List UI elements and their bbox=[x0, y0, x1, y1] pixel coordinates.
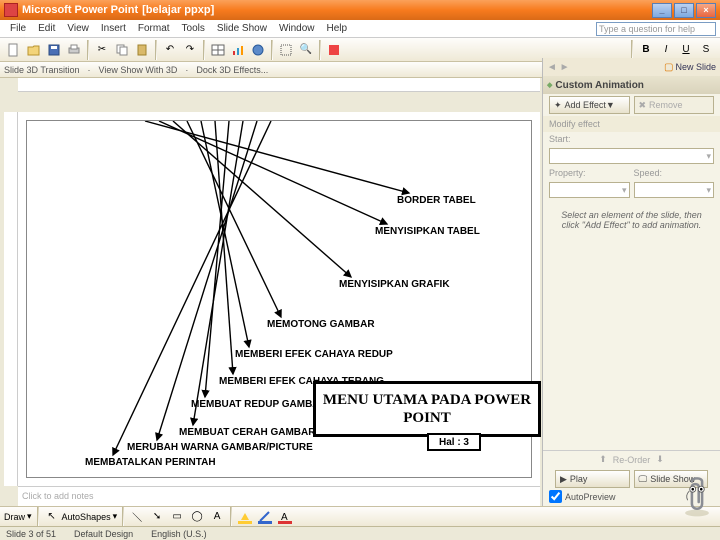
slide[interactable]: BORDER TABEL MENYISIPKAN TABEL MENYISIPKAN… bbox=[26, 120, 532, 478]
speed-dropdown[interactable]: ▾ bbox=[634, 182, 715, 198]
main-title-box: MENU UTAMA PADA POWER POINT bbox=[313, 381, 541, 437]
close-button[interactable]: × bbox=[696, 3, 716, 18]
line-color-icon[interactable] bbox=[256, 508, 274, 526]
callout-label-7: MEMBUAT CERAH GAMBAR bbox=[179, 427, 315, 438]
italic-button[interactable]: I bbox=[657, 41, 675, 59]
callout-label-9: MEMBATALKAN PERINTAH bbox=[85, 457, 216, 468]
3d-dock[interactable]: Dock 3D Effects... bbox=[196, 65, 268, 75]
menu-insert[interactable]: Insert bbox=[95, 23, 132, 34]
menu-bar: File Edit View Insert Format Tools Slide… bbox=[0, 20, 720, 38]
callout-label-0: BORDER TABEL bbox=[397, 195, 476, 206]
new-icon[interactable] bbox=[5, 41, 23, 59]
page-number-box: Hal : 3 bbox=[427, 433, 481, 451]
draw-menu[interactable]: Draw bbox=[4, 512, 25, 522]
doc-name: [belajar ppxp] bbox=[142, 4, 214, 16]
oval-icon[interactable]: ◯ bbox=[188, 508, 206, 526]
save-icon[interactable] bbox=[45, 41, 63, 59]
status-slide: Slide 3 of 51 bbox=[6, 529, 56, 539]
redo-icon[interactable]: ↷ bbox=[181, 41, 199, 59]
status-lang: English (U.S.) bbox=[151, 529, 207, 539]
textbox-icon[interactable]: A bbox=[208, 508, 226, 526]
bold-button[interactable]: B bbox=[637, 41, 655, 59]
ruler-vertical bbox=[4, 112, 18, 486]
chart-icon[interactable] bbox=[229, 41, 247, 59]
drawing-toolbar: Draw▾ ↖ AutoShapes▾ ＼ ➘ ▭ ◯ A A bbox=[0, 506, 720, 526]
autoshapes-menu[interactable]: AutoShapes bbox=[62, 512, 111, 522]
3d-viewshow[interactable]: View Show With 3D bbox=[99, 65, 178, 75]
callout-label-3: MEMOTONG GAMBAR bbox=[267, 319, 375, 330]
reorder-label: Re-Order bbox=[613, 455, 651, 465]
status-design: Default Design bbox=[74, 529, 133, 539]
arrow-icon[interactable]: ➘ bbox=[148, 508, 166, 526]
taskpane-info: Select an element of the slide, then cli… bbox=[543, 200, 720, 450]
table-icon[interactable] bbox=[209, 41, 227, 59]
play-button[interactable]: ▶ Play bbox=[555, 470, 630, 488]
tables-borders-icon[interactable] bbox=[277, 41, 295, 59]
zoom-icon[interactable]: 🔍 bbox=[297, 41, 315, 59]
menu-help[interactable]: Help bbox=[321, 23, 354, 34]
ruler-horizontal bbox=[18, 78, 540, 92]
3d-transition[interactable]: Slide 3D Transition bbox=[4, 65, 80, 75]
fill-color-icon[interactable] bbox=[236, 508, 254, 526]
menu-format[interactable]: Format bbox=[132, 23, 176, 34]
callout-label-1: MENYISIPKAN TABEL bbox=[375, 226, 480, 237]
modify-label: Modify effect bbox=[543, 116, 720, 132]
ask-question-box[interactable]: Type a question for help bbox=[596, 22, 716, 36]
menu-tools[interactable]: Tools bbox=[176, 23, 211, 34]
font-color-icon[interactable]: A bbox=[276, 508, 294, 526]
menu-file[interactable]: File bbox=[4, 23, 32, 34]
callout-label-4: MEMBERI EFEK CAHAYA REDUP bbox=[235, 349, 393, 360]
underline-button[interactable]: U bbox=[677, 41, 695, 59]
open-icon[interactable] bbox=[25, 41, 43, 59]
print-icon[interactable] bbox=[65, 41, 83, 59]
color-icon[interactable] bbox=[325, 41, 343, 59]
select-icon[interactable]: ↖ bbox=[43, 508, 61, 526]
menu-window[interactable]: Window bbox=[273, 23, 321, 34]
property-label: Property: bbox=[549, 168, 630, 178]
cut-icon[interactable]: ✂ bbox=[93, 41, 111, 59]
clippy-icon[interactable] bbox=[680, 474, 714, 518]
remove-effect-button[interactable]: ✖ Remove bbox=[634, 96, 715, 114]
speed-label: Speed: bbox=[634, 168, 715, 178]
paste-icon[interactable] bbox=[133, 41, 151, 59]
status-bar: Slide 3 of 51 Default Design English (U.… bbox=[0, 526, 720, 540]
taskpane-nav: ◄ ► New Slide bbox=[543, 58, 720, 76]
minimize-button[interactable]: _ bbox=[652, 3, 672, 18]
callout-label-6: MEMBUAT REDUP GAMBAR bbox=[191, 399, 327, 410]
rectangle-icon[interactable]: ▭ bbox=[168, 508, 186, 526]
title-bar: Microsoft Power Point [belajar ppxp] _ □… bbox=[0, 0, 720, 20]
maximize-button[interactable]: □ bbox=[674, 3, 694, 18]
hyperlink-icon[interactable] bbox=[249, 41, 267, 59]
callout-label-2: MENYISIPKAN GRAFIK bbox=[339, 279, 450, 290]
taskpane-title: Custom Animation bbox=[543, 76, 720, 94]
app-icon bbox=[4, 3, 18, 17]
property-dropdown[interactable]: ▾ bbox=[549, 182, 630, 198]
new-slide-link[interactable]: New Slide bbox=[664, 62, 716, 73]
app-name: Microsoft Power Point bbox=[22, 4, 138, 16]
shadow-button[interactable]: S bbox=[697, 41, 715, 59]
task-pane: ◄ ► New Slide Custom Animation ✦ Add Eff… bbox=[542, 58, 720, 506]
slide-area: BORDER TABEL MENYISIPKAN TABEL MENYISIPKAN… bbox=[18, 112, 540, 486]
start-dropdown[interactable]: ▾ bbox=[549, 148, 714, 164]
menu-slideshow[interactable]: Slide Show bbox=[211, 23, 273, 34]
menu-edit[interactable]: Edit bbox=[32, 23, 61, 34]
undo-icon[interactable]: ↶ bbox=[161, 41, 179, 59]
notes-pane[interactable]: Click to add notes bbox=[18, 486, 540, 506]
line-icon[interactable]: ＼ bbox=[128, 508, 146, 526]
copy-icon[interactable] bbox=[113, 41, 131, 59]
menu-view[interactable]: View bbox=[61, 23, 95, 34]
add-effect-button[interactable]: ✦ Add Effect ▼ bbox=[549, 96, 630, 114]
start-label: Start: bbox=[549, 134, 571, 144]
callout-label-8: MERUBAH WARNA GAMBAR/PICTURE bbox=[127, 442, 313, 453]
